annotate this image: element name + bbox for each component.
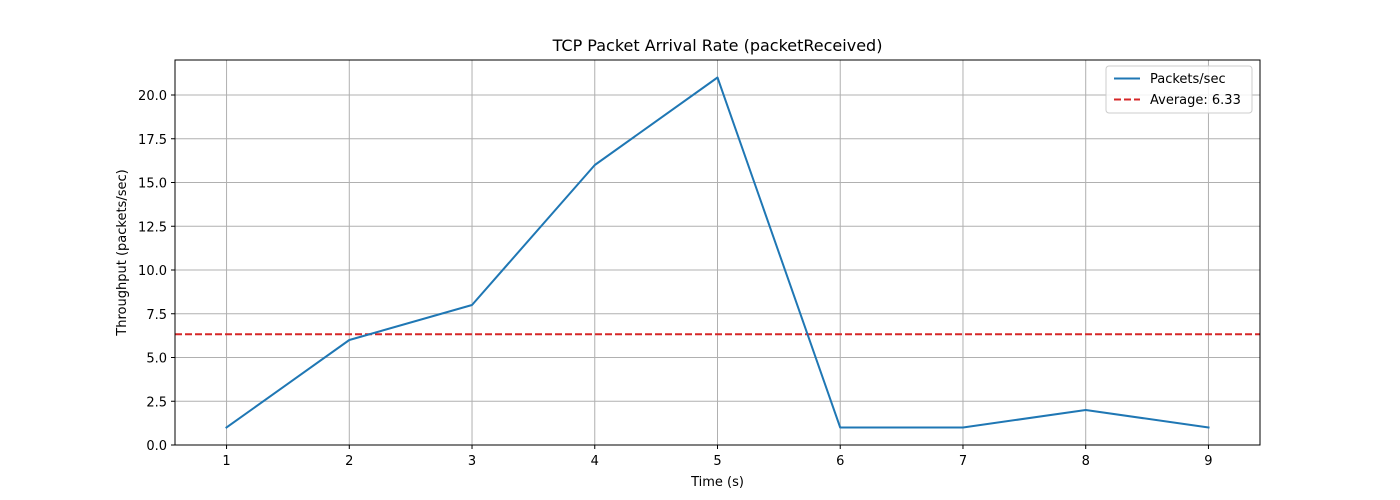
x-axis-label: Time (s) — [690, 475, 744, 490]
x-tick-label: 9 — [1204, 454, 1212, 469]
x-tick-label: 1 — [222, 454, 230, 469]
y-tick-label: 20.0 — [138, 89, 167, 104]
x-tick-label: 3 — [468, 454, 476, 469]
legend-label-average: Average: 6.33 — [1150, 93, 1241, 108]
y-tick-label: 15.0 — [138, 177, 167, 192]
x-axis-ticks: 1 2 3 4 5 6 7 8 9 — [222, 445, 1213, 469]
x-tick-label: 8 — [1082, 454, 1090, 469]
y-tick-label: 2.5 — [146, 395, 167, 410]
legend-box — [1105, 65, 1253, 114]
y-tick-label: 12.5 — [138, 220, 167, 235]
legend: Packets/sec Average: 6.33 — [1105, 65, 1253, 114]
x-tick-label: 6 — [836, 454, 844, 469]
y-tick-label: 10.0 — [138, 264, 167, 279]
y-axis-ticks: 0.0 2.5 5.0 7.5 10.0 12.5 15.0 17.5 20.0 — [138, 89, 175, 454]
data-series — [225, 76, 1210, 429]
x-tick-label: 2 — [345, 454, 353, 469]
x-tick-label: 5 — [713, 454, 721, 469]
y-tick-label: 0.0 — [146, 439, 167, 454]
chart-title: TCP Packet Arrival Rate (packetReceived) — [552, 36, 883, 55]
legend-label-packets-per-sec: Packets/sec — [1150, 72, 1226, 87]
y-tick-label: 17.5 — [138, 133, 167, 148]
x-tick-label: 7 — [959, 454, 967, 469]
y-axis-label: Throughput (packets/sec) — [115, 169, 130, 336]
series-line-packets-per-sec — [225, 76, 1210, 429]
y-tick-label: 7.5 — [146, 308, 167, 323]
y-tick-label: 5.0 — [146, 352, 167, 367]
x-tick-label: 4 — [591, 454, 599, 469]
